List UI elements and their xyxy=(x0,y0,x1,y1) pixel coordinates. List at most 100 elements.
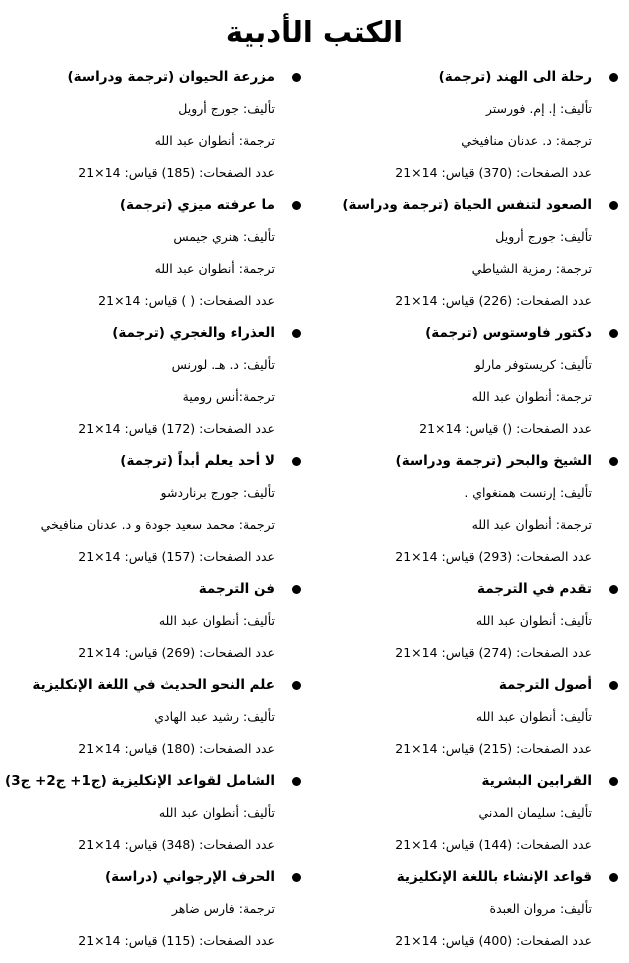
book-detail: تأليف: أنطوان عبد الله xyxy=(3,797,275,829)
book-title: تقدم في الترجمة xyxy=(312,573,618,605)
book-detail-text: عدد الصفحات: () قياس: 14×21 xyxy=(419,421,592,436)
book-title: فن الترجمة xyxy=(3,573,301,605)
book-title-text: أصول الترجمة xyxy=(498,677,592,693)
book-detail-text: تأليف: أنطوان عبد الله xyxy=(475,613,592,628)
page-title: الكتب الأدبية xyxy=(225,15,404,49)
bullet-icon xyxy=(292,329,301,338)
book-detail: تأليف: د. هـ. لورنس xyxy=(3,349,275,381)
book-detail: تأليف: إرنست همنغواي . xyxy=(312,477,592,509)
book-title-text: العذراء والغجري (ترجمة) xyxy=(112,325,275,341)
book-detail-text: تأليف: إرنست همنغواي . xyxy=(464,485,592,500)
book-detail: تأليف: جورج برناردشو xyxy=(3,477,275,509)
book-detail: تأليف: أنطوان عبد الله xyxy=(3,605,275,637)
book-title-text: الصعود لتنفس الحياة (ترجمة ودراسة) xyxy=(342,197,592,213)
book-detail: عدد الصفحات: (370) قياس: 14×21 xyxy=(312,157,592,189)
book-detail-text: تأليف: أنطوان عبد الله xyxy=(158,805,275,820)
book-entry: ما عرفته ميزي (ترجمة) تأليف: هنري جيمس ترج… xyxy=(3,189,301,317)
book-detail-text: تأليف: د. هـ. لورنس xyxy=(171,357,275,372)
book-detail-text: ترجمة: أنطوان عبد الله xyxy=(471,389,592,404)
book-detail: عدد الصفحات: (269) قياس: 14×21 xyxy=(3,637,275,669)
book-detail-text: تأليف: رشيد عبد الهادي xyxy=(154,709,275,724)
book-title: ما عرفته ميزي (ترجمة) xyxy=(3,189,301,221)
book-entry: العذراء والغجري (ترجمة) تأليف: د. هـ. لور… xyxy=(3,317,301,445)
bullet-icon xyxy=(292,73,301,82)
book-detail: ترجمة: رمزية الشياطي xyxy=(312,253,592,285)
book-title-text: القرابين البشرية xyxy=(481,773,592,789)
book-detail: عدد الصفحات: (172) قياس: 14×21 xyxy=(3,413,275,445)
book-title-text: ما عرفته ميزي (ترجمة) xyxy=(119,197,275,213)
bullet-icon xyxy=(292,457,301,466)
book-detail-text: عدد الصفحات: (115) قياس: 14×21 xyxy=(78,933,275,948)
book-title-text: فن الترجمة xyxy=(198,581,275,597)
book-detail: تأليف: مروان العبدة xyxy=(312,893,592,925)
book-title: القرابين البشرية xyxy=(312,765,618,797)
book-detail: عدد الصفحات: (157) قياس: 14×21 xyxy=(3,541,275,573)
book-detail-text: تأليف: هنري جيمس xyxy=(173,229,275,244)
book-title: علم النحو الحديث في اللغة الإنكليزية xyxy=(3,669,301,701)
book-detail-text: عدد الصفحات: (180) قياس: 14×21 xyxy=(78,741,275,756)
book-entry: لا أحد يعلم أبداً (ترجمة) تأليف: جورج برن… xyxy=(3,445,301,573)
book-detail-text: عدد الصفحات: (144) قياس: 14×21 xyxy=(395,837,592,852)
book-detail: تأليف: كريستوفر مارلو xyxy=(312,349,592,381)
bullet-icon xyxy=(292,201,301,210)
book-detail: تأليف: هنري جيمس xyxy=(3,221,275,253)
book-detail-text: ترجمة: أنطوان عبد الله xyxy=(471,517,592,532)
bullet-icon xyxy=(292,777,301,786)
book-title: مزرعة الحيوان (ترجمة ودراسة) xyxy=(3,61,301,93)
book-detail-text: تأليف: جورج برناردشو xyxy=(160,485,275,500)
book-title: رحلة الى الهند (ترجمة) xyxy=(312,61,618,93)
book-title: أصول الترجمة xyxy=(312,669,618,701)
book-title: الشيخ والبحر (ترجمة ودراسة) xyxy=(312,445,618,477)
book-title-text: الشيخ والبحر (ترجمة ودراسة) xyxy=(395,453,592,469)
bullet-icon xyxy=(292,681,301,690)
bullet-icon xyxy=(609,873,618,882)
bullet-icon xyxy=(609,777,618,786)
book-detail: ترجمة: أنطوان عبد الله xyxy=(312,509,592,541)
book-detail: عدد الصفحات: (180) قياس: 14×21 xyxy=(3,733,275,765)
book-detail-text: ترجمة: محمد سعيد جودة و د. عدنان منافيخي xyxy=(40,517,275,532)
book-title: الصعود لتنفس الحياة (ترجمة ودراسة) xyxy=(312,189,618,221)
book-detail-text: عدد الصفحات: (157) قياس: 14×21 xyxy=(78,549,275,564)
book-entry: الشامل لقواعد الإنكليزية (ج1+ ج2+ ج3) تأل… xyxy=(3,765,301,861)
bullet-icon xyxy=(609,201,618,210)
book-detail-text: تأليف: جورج أرويل xyxy=(178,101,275,116)
book-detail: ترجمة: محمد سعيد جودة و د. عدنان منافيخي xyxy=(3,509,275,541)
book-detail: عدد الصفحات: ( ) قياس: 14×21 xyxy=(3,285,275,317)
book-detail: ترجمة: أنطوان عبد الله xyxy=(312,381,592,413)
book-detail-text: عدد الصفحات: (348) قياس: 14×21 xyxy=(78,837,275,852)
book-detail-text: تأليف: جورج أرويل xyxy=(495,229,592,244)
book-detail-text: ترجمة: أنطوان عبد الله xyxy=(154,261,275,276)
book-entry: مزرعة الحيوان (ترجمة ودراسة) تأليف: جورج … xyxy=(3,61,301,189)
book-detail-text: عدد الصفحات: (293) قياس: 14×21 xyxy=(395,549,592,564)
book-entry: رحلة الى الهند (ترجمة) تأليف: إ. إم. فورس… xyxy=(312,61,618,189)
book-detail: تأليف: رشيد عبد الهادي xyxy=(3,701,275,733)
book-detail-text: عدد الصفحات: (172) قياس: 14×21 xyxy=(78,421,275,436)
book-title: دكتور فاوستوس (ترجمة) xyxy=(312,317,618,349)
book-detail-text: تأليف: إ. إم. فورستر xyxy=(485,101,592,116)
book-detail: عدد الصفحات: (215) قياس: 14×21 xyxy=(312,733,592,765)
book-detail: عدد الصفحات: (144) قياس: 14×21 xyxy=(312,829,592,861)
book-entry: الحرف الإرجواني (دراسة) ترجمة: فارس ضاهر ع… xyxy=(3,861,301,957)
book-title-text: دكتور فاوستوس (ترجمة) xyxy=(425,325,592,341)
book-detail-text: عدد الصفحات: ( ) قياس: 14×21 xyxy=(98,293,275,308)
book-detail: عدد الصفحات: (226) قياس: 14×21 xyxy=(312,285,592,317)
book-detail-text: تأليف: أنطوان عبد الله xyxy=(158,613,275,628)
book-detail: ترجمة: د. عدنان منافيخي xyxy=(312,125,592,157)
book-column-left: مزرعة الحيوان (ترجمة ودراسة) تأليف: جورج … xyxy=(3,61,301,957)
book-detail: ترجمة:أنس رومية xyxy=(3,381,275,413)
book-detail-text: تأليف: سليمان المدني xyxy=(478,805,592,820)
book-detail: تأليف: أنطوان عبد الله xyxy=(312,605,592,637)
book-entry: دكتور فاوستوس (ترجمة) تأليف: كريستوفر مار… xyxy=(312,317,618,445)
book-detail-text: تأليف: كريستوفر مارلو xyxy=(474,357,592,372)
book-entry: فن الترجمة تأليف: أنطوان عبد الله عدد الصف… xyxy=(3,573,301,669)
book-detail: تأليف: جورج أرويل xyxy=(312,221,592,253)
book-title-text: تقدم في الترجمة xyxy=(477,581,592,597)
book-detail-text: ترجمة: د. عدنان منافيخي xyxy=(461,133,592,148)
book-title-text: لا أحد يعلم أبداً (ترجمة) xyxy=(120,453,275,469)
book-entry: تقدم في الترجمة تأليف: أنطوان عبد الله عدد… xyxy=(312,573,618,669)
book-detail: عدد الصفحات: (400) قياس: 14×21 xyxy=(312,925,592,957)
bullet-icon xyxy=(292,585,301,594)
book-detail-text: عدد الصفحات: (370) قياس: 14×21 xyxy=(395,165,592,180)
book-title: لا أحد يعلم أبداً (ترجمة) xyxy=(3,445,301,477)
book-detail-text: عدد الصفحات: (185) قياس: 14×21 xyxy=(78,165,275,180)
